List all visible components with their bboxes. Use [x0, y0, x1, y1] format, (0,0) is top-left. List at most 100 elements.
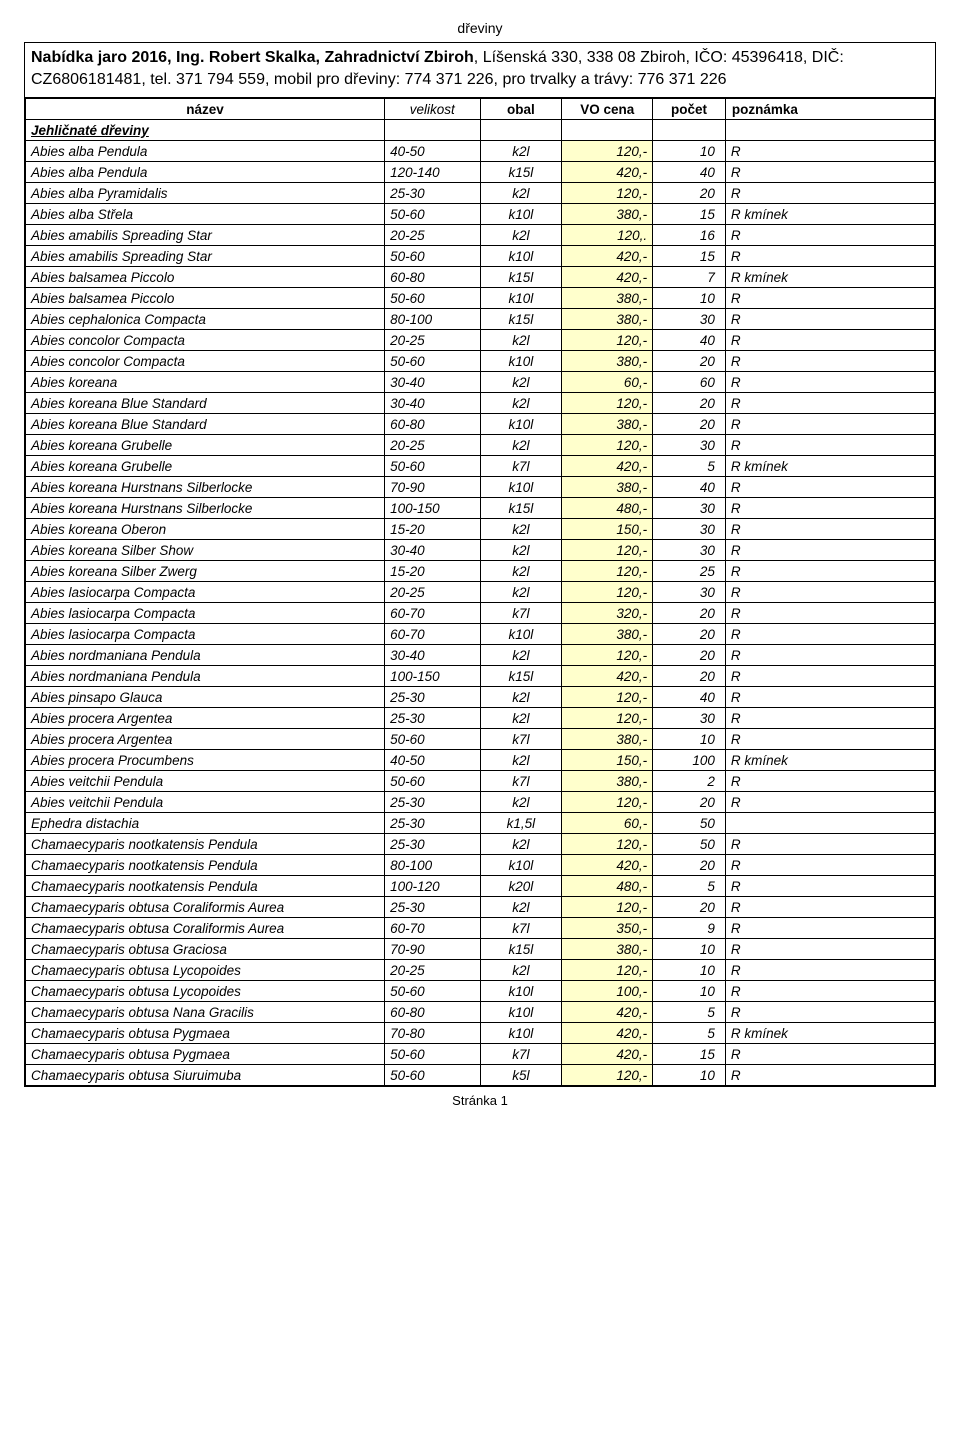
cell-note: R [725, 393, 934, 414]
cell-note: R [725, 1065, 934, 1086]
cell-note: R [725, 792, 934, 813]
cell-size: 60-80 [385, 414, 480, 435]
table-row: Abies concolor Compacta20-25k2l120,-40R [26, 330, 935, 351]
cell-pack: k10l [480, 246, 562, 267]
cell-price: 120,- [562, 393, 653, 414]
cell-count: 20 [653, 792, 726, 813]
cell-price: 420,- [562, 456, 653, 477]
table-row: Abies alba Pendula120-140k15l420,-40R [26, 162, 935, 183]
table-row: Abies lasiocarpa Compacta60-70k7l320,-20… [26, 603, 935, 624]
cell-pack: k2l [480, 834, 562, 855]
title-strong: Nabídka jaro 2016, Ing. Robert Skalka, Z… [31, 49, 474, 66]
table-row: Abies veitchii Pendula50-60k7l380,-2R [26, 771, 935, 792]
cell-note: R [725, 582, 934, 603]
cell-size: 30-40 [385, 372, 480, 393]
cell-price: 60,- [562, 372, 653, 393]
cell-count: 30 [653, 309, 726, 330]
cell-price: 120,- [562, 834, 653, 855]
cell-note: R [725, 918, 934, 939]
table-body: Jehličnaté dřeviny Abies alba Pendula40-… [26, 120, 935, 1086]
cell-pack: k7l [480, 771, 562, 792]
cell-note: R [725, 309, 934, 330]
cell-price: 150,- [562, 519, 653, 540]
cell-name: Abies koreana Grubelle [26, 456, 385, 477]
cell-size: 70-90 [385, 477, 480, 498]
cell-size: 80-100 [385, 309, 480, 330]
cell-count: 5 [653, 456, 726, 477]
cell-name: Chamaecyparis obtusa Lycopoides [26, 981, 385, 1002]
table-row: Abies balsamea Piccolo60-80k15l420,-7R k… [26, 267, 935, 288]
cell-name: Abies concolor Compacta [26, 351, 385, 372]
cell-size: 100-120 [385, 876, 480, 897]
cell-pack: k7l [480, 456, 562, 477]
cell-price: 100,- [562, 981, 653, 1002]
cell-size: 50-60 [385, 204, 480, 225]
cell-size: 15-20 [385, 519, 480, 540]
cell-note: R [725, 372, 934, 393]
table-row: Abies pinsapo Glauca25-30k2l120,-40R [26, 687, 935, 708]
cell-price: 420,- [562, 246, 653, 267]
cell-price: 420,- [562, 267, 653, 288]
cell-pack: k2l [480, 540, 562, 561]
cell-price: 420,- [562, 162, 653, 183]
cell-size: 100-150 [385, 498, 480, 519]
cell-pack: k5l [480, 1065, 562, 1086]
table-row: Chamaecyparis nootkatensis Pendula100-12… [26, 876, 935, 897]
cell-note: R [725, 666, 934, 687]
cell-price: 120,- [562, 183, 653, 204]
cell-price: 380,- [562, 309, 653, 330]
table-row: Abies lasiocarpa Compacta20-25k2l120,-30… [26, 582, 935, 603]
cell-pack: k2l [480, 687, 562, 708]
table-row: Chamaecyparis obtusa Siuruimuba50-60k5l1… [26, 1065, 935, 1086]
cell-pack: k15l [480, 162, 562, 183]
col-obal: obal [480, 99, 562, 120]
cell-price: 420,- [562, 1023, 653, 1044]
cell-count: 5 [653, 1002, 726, 1023]
cell-count: 20 [653, 666, 726, 687]
cell-pack: k10l [480, 351, 562, 372]
cell-count: 40 [653, 477, 726, 498]
title-block: Nabídka jaro 2016, Ing. Robert Skalka, Z… [25, 43, 935, 98]
cell-count: 10 [653, 960, 726, 981]
cell-size: 120-140 [385, 162, 480, 183]
cell-size: 60-70 [385, 624, 480, 645]
cell-note: R [725, 939, 934, 960]
cell-note: R [725, 414, 934, 435]
cell-note: R kmínek [725, 750, 934, 771]
cell-count: 25 [653, 561, 726, 582]
cell-note: R [725, 729, 934, 750]
table-row: Abies veitchii Pendula25-30k2l120,-20R [26, 792, 935, 813]
table-header-row: název velikost obal VO cena počet poznám… [26, 99, 935, 120]
table-row: Abies balsamea Piccolo50-60k10l380,-10R [26, 288, 935, 309]
cell-name: Abies cephalonica Compacta [26, 309, 385, 330]
table-row: Chamaecyparis obtusa Nana Gracilis60-80k… [26, 1002, 935, 1023]
cell-size: 25-30 [385, 897, 480, 918]
table-row: Abies koreana30-40k2l60,-60R [26, 372, 935, 393]
cell-price: 120,- [562, 330, 653, 351]
cell-pack: k2l [480, 708, 562, 729]
cell-name: Abies koreana Blue Standard [26, 414, 385, 435]
cell-name: Abies koreana Grubelle [26, 435, 385, 456]
cell-size: 50-60 [385, 729, 480, 750]
cell-count: 20 [653, 624, 726, 645]
table-row: Chamaecyparis obtusa Coraliformis Aurea6… [26, 918, 935, 939]
table-row: Abies koreana Blue Standard30-40k2l120,-… [26, 393, 935, 414]
cell-name: Abies koreana Blue Standard [26, 393, 385, 414]
cell-count: 20 [653, 393, 726, 414]
cell-note: R [725, 645, 934, 666]
col-nazev: název [26, 99, 385, 120]
table-row: Abies nordmaniana Pendula100-150k15l420,… [26, 666, 935, 687]
table-row: Abies alba Pyramidalis25-30k2l120,-20R [26, 183, 935, 204]
cell-count: 10 [653, 729, 726, 750]
cell-name: Abies pinsapo Glauca [26, 687, 385, 708]
cell-price: 120,. [562, 225, 653, 246]
cell-count: 30 [653, 708, 726, 729]
cell-name: Chamaecyparis obtusa Graciosa [26, 939, 385, 960]
cell-count: 30 [653, 582, 726, 603]
cell-price: 380,- [562, 624, 653, 645]
table-row: Abies koreana Oberon15-20k2l150,-30R [26, 519, 935, 540]
cell-pack: k2l [480, 561, 562, 582]
cell-price: 380,- [562, 939, 653, 960]
cell-pack: k10l [480, 1023, 562, 1044]
cell-pack: k10l [480, 1002, 562, 1023]
